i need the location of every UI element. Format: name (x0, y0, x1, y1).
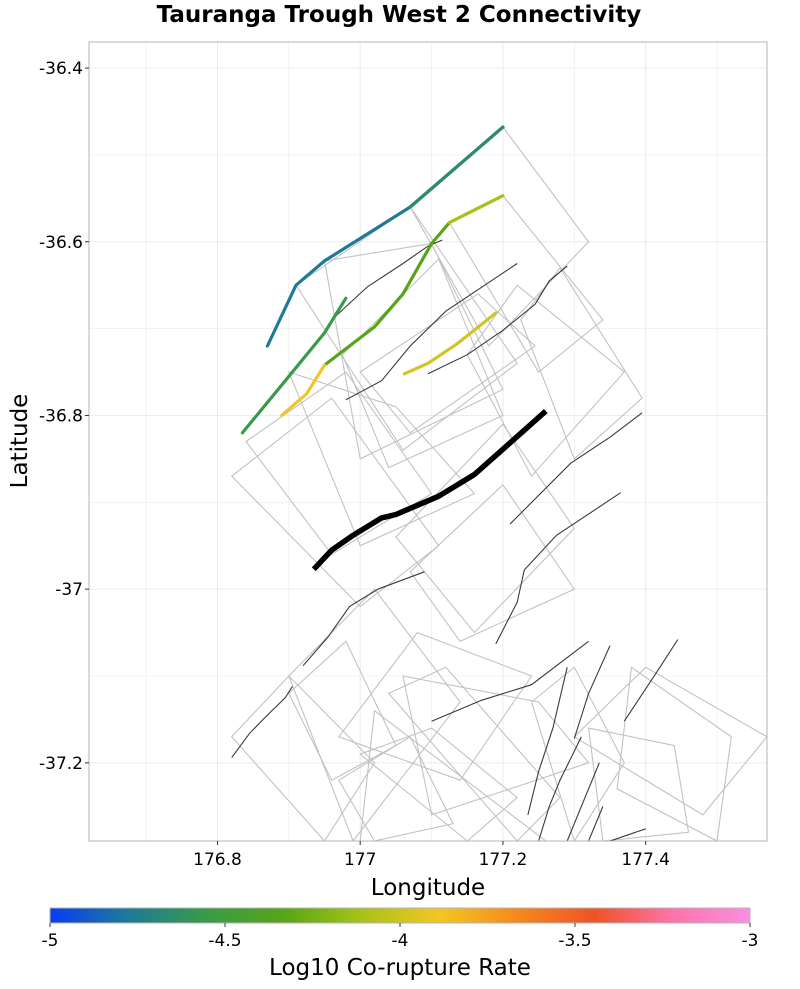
connected-fault-trace (402, 311, 498, 376)
colorbar-tick-label: -4 (392, 931, 409, 951)
fault-surface-outline (288, 640, 397, 781)
fault-surface-outline (338, 736, 454, 841)
fault-trace (345, 263, 518, 401)
x-axis-ticks: 176.8 177 177.2 177.4 (193, 841, 670, 870)
fault-surface-outline (616, 666, 732, 841)
y-tick-label: -37 (55, 580, 83, 600)
target-fault-layer (311, 409, 548, 572)
connected-fault-trace (447, 194, 505, 225)
panel-border (88, 41, 768, 842)
fault-trace (509, 412, 643, 525)
fault-surface-outline (288, 588, 461, 841)
fault-surface-outline (287, 371, 476, 547)
fault-trace (609, 828, 646, 841)
connected-fault-traces (240, 125, 505, 435)
fault-trace (588, 806, 604, 841)
y-tick-label: -36.4 (39, 59, 83, 79)
fault-surface-outline (359, 727, 519, 841)
fault-surface-outline (402, 675, 590, 816)
colorbar-ticks: -5 -4.5 -4 -3.5 -3 (42, 923, 759, 951)
fault-trace (623, 639, 679, 722)
colorbar-legend: -5 -4.5 -4 -3.5 -3 Log10 Co-rupture Rate (42, 907, 759, 981)
fault-surface-outline (337, 631, 533, 781)
fault-trace (427, 265, 568, 375)
fault-surface-outline (230, 675, 376, 841)
x-tick-label: 176.8 (193, 850, 242, 870)
fault-trace (431, 640, 589, 722)
fault-surface-outline (295, 206, 518, 451)
connected-fault-trace (280, 363, 327, 417)
y-tick-label: -36.8 (39, 406, 83, 426)
fault-trace (573, 645, 611, 739)
grid-lines (89, 42, 767, 841)
fault-surface-outline (573, 666, 767, 816)
fault-surface-outline (323, 242, 504, 460)
fault-trace (302, 571, 425, 666)
chart-title: Tauranga Trough West 2 Connectivity (157, 2, 642, 28)
connected-fault-trace (322, 221, 451, 367)
x-tick-label: 177 (344, 850, 376, 870)
colorbar-tick-label: -3 (742, 931, 759, 951)
x-tick-label: 177.2 (479, 850, 528, 870)
fault-surface-outline (466, 284, 626, 478)
plot-panel (88, 41, 768, 842)
fault-surface-outline (245, 371, 433, 556)
connected-fault-trace (240, 296, 348, 435)
fault-surface-outline (341, 258, 504, 469)
colorbar (49, 907, 751, 924)
y-tick-label: -36.6 (39, 233, 83, 253)
fault-surface-outline (359, 709, 547, 841)
fault-trace (538, 736, 582, 841)
fault-surface-outline (395, 423, 576, 634)
colorbar-tick-label: -3.5 (558, 931, 591, 951)
fault-surface-outline (530, 666, 625, 841)
target-fault-trace (311, 409, 548, 572)
context-fault-traces (231, 239, 679, 841)
colorbar-tick-label: -4.5 (208, 931, 241, 951)
fault-trace (231, 686, 293, 758)
connected-fault-trace (408, 125, 505, 209)
fault-trace (566, 762, 600, 841)
fault-trace (495, 492, 622, 645)
y-axis-ticks: -36.4 -36.6 -36.8 -37 -37.2 (39, 59, 89, 774)
y-axis-title: Latitude (7, 394, 33, 489)
colorbar-title: Log10 Co-rupture Rate (269, 955, 531, 981)
colorbar-tick-label: -5 (42, 931, 59, 951)
x-axis-title: Longitude (371, 875, 485, 901)
fault-surface-outline (409, 484, 576, 642)
fault-trace (527, 667, 568, 816)
fault-surface-outline (387, 666, 561, 841)
fault-surface-outline (359, 293, 536, 434)
x-tick-label: 177.4 (621, 850, 670, 870)
y-tick-label: -37.2 (39, 754, 83, 774)
